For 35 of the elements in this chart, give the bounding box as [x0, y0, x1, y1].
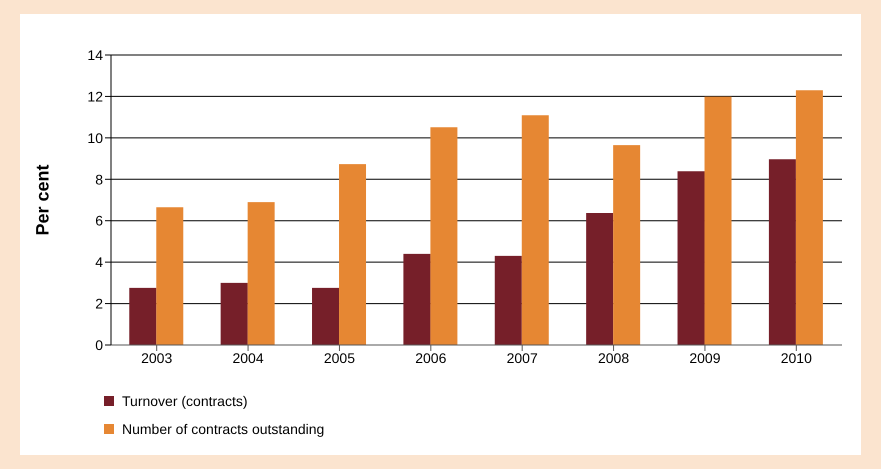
bar: [430, 127, 458, 345]
bar: [613, 145, 640, 345]
bar: [339, 164, 366, 345]
bar: [586, 213, 614, 345]
bar: [796, 90, 823, 345]
y-tick-label: 8: [95, 171, 104, 188]
x-tick-label: 2004: [232, 350, 264, 366]
bar: [220, 282, 248, 345]
y-tick-label: 12: [87, 88, 104, 104]
x-tick-label: 2010: [780, 350, 812, 366]
bar: [494, 256, 522, 345]
y-tick-label: 14: [87, 46, 104, 63]
legend-label: Turnover (contracts): [122, 392, 248, 411]
bar: [678, 171, 705, 345]
bar: [522, 115, 549, 345]
x-tick-label: 2005: [324, 350, 356, 366]
y-tick-label: 4: [95, 254, 104, 270]
x-tick-label: 2006: [415, 350, 447, 366]
bar: [248, 202, 275, 345]
y-axis-title: Per cent: [32, 164, 52, 236]
bar: [129, 288, 156, 345]
y-tick-label: 10: [87, 130, 104, 146]
y-tick-label: 0: [95, 336, 104, 353]
x-tick-label: 2008: [598, 350, 630, 366]
bar: [768, 159, 796, 345]
bar: [312, 288, 340, 345]
x-tick-label: 2009: [689, 350, 721, 366]
legend-label: Number of contracts outstanding: [122, 420, 324, 439]
x-tick-label: 2003: [141, 350, 172, 366]
bar: [403, 254, 430, 345]
y-tick-label: 2: [95, 296, 104, 312]
y-tick-label: 6: [95, 212, 104, 229]
bar: [704, 96, 732, 345]
bar: [156, 207, 184, 345]
x-tick-label: 2007: [506, 350, 538, 366]
